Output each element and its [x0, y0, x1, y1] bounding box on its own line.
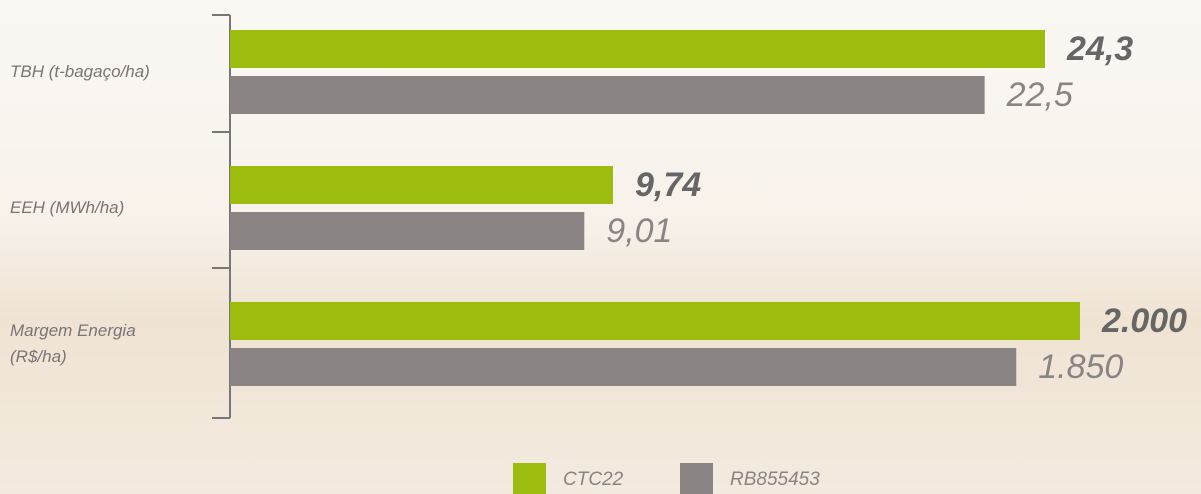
value-label: 2.000 — [1101, 302, 1187, 340]
bar — [230, 348, 1017, 386]
value-label: 24,3 — [1066, 30, 1133, 68]
category-label: Margem Energia (R$/ha) — [10, 321, 136, 366]
value-label: 9,74 — [635, 166, 701, 204]
bar — [230, 30, 1045, 68]
legend-swatch — [680, 463, 713, 494]
bar — [230, 76, 985, 114]
category-label: TBH (t-bagaço/ha) — [10, 62, 150, 81]
legend-swatch — [513, 463, 546, 494]
bar — [230, 212, 585, 250]
value-label: 9,01 — [606, 212, 672, 250]
legend-label: RB855453 — [730, 469, 820, 490]
bar — [230, 166, 613, 204]
category-label: EEH (MWh/ha) — [10, 198, 125, 217]
legend-label: CTC22 — [563, 469, 624, 490]
bar — [230, 302, 1080, 340]
value-label: 1.850 — [1038, 348, 1123, 386]
value-label: 22,5 — [1006, 76, 1073, 114]
